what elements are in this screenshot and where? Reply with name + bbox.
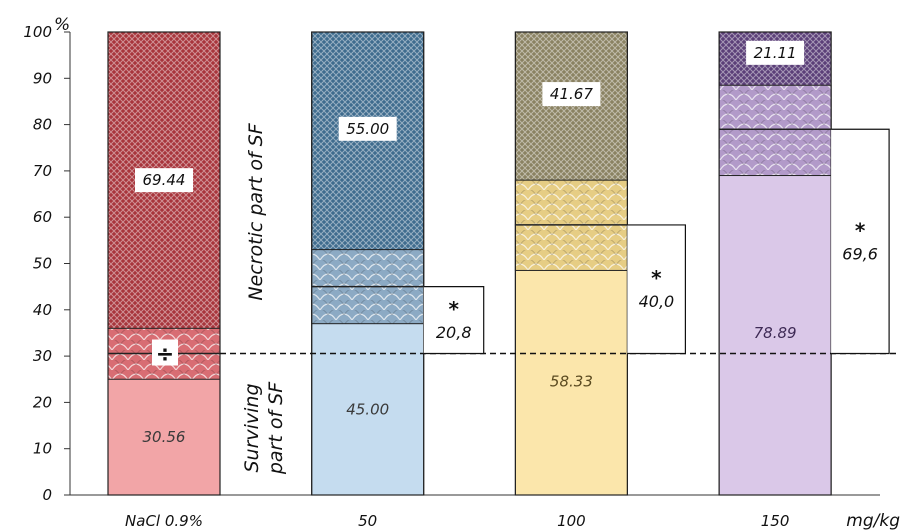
significance-star: * [855,218,866,242]
y-tick-label: 90 [33,69,52,87]
y-tick-label: 40 [33,301,52,319]
surviving-side-label-line1: Surviving [241,383,263,472]
surviving-value-label: 58.33 [550,373,593,391]
x-tick-label: 50 [358,512,377,530]
y-tick-label: 80 [33,116,52,134]
necrotic-value-label: 55.00 [346,120,389,138]
surviving-value-label: 78.89 [754,324,797,342]
necrotic-side-label: Necrotic part of SF [245,122,267,300]
y-tick-label: 60 [33,208,52,226]
necrotic-value-box [542,82,601,107]
y-tick-label: 30 [33,347,52,365]
bar-outline [107,31,221,496]
y-tick-label: 10 [33,440,52,458]
necrotic-value-label: 21.11 [754,44,797,62]
bar-surviving [718,129,832,496]
y-tick-label: 0 [42,486,52,504]
divide-symbol: ÷ [156,343,174,368]
surviving-side-label-line2: part of SF [265,381,287,475]
y-tick-label: 70 [33,162,52,180]
divide-symbol-box [152,339,178,366]
surviving-value-label: 45.00 [346,400,389,418]
y-tick-label: 20 [33,393,52,411]
annotations: ÷ * 20,8 * 40,0 * 69,6 Necrotic part of SF Survi… [152,122,896,475]
increase-bracket [627,224,687,355]
bar-transition-band [718,84,832,177]
necrotic-value-box [746,40,805,65]
necrotic-value-box [135,168,193,193]
necrotic-value-label: 41.67 [550,85,593,103]
increase-bracket [423,286,485,355]
y-unit-label: % [54,15,70,35]
significance-star: * [448,297,459,321]
significance-star: * [651,266,662,290]
x-tick-label: NaCl 0.9% [125,512,203,530]
y-tick-label: 50 [33,255,52,273]
increase-label: 40,0 [639,292,675,311]
y-axis: 0 10 20 30 40 50 60 70 80 90 100 [23,23,880,504]
x-tick-label: 100 [557,512,586,530]
y-tick-label: 100 [23,23,52,41]
necrotic-value-label: 69.44 [143,171,186,189]
bar-necrotic [311,31,425,288]
bar-necrotic [107,31,221,355]
bars: 69.44 30.56 NaCl 0.9% 55.00 45.00 50 41.67 58.3… [107,31,832,530]
increase-label: 20,8 [436,323,472,342]
increase-label: 69,6 [842,244,878,263]
bar-outline [311,31,425,496]
necrotic-value-box [338,116,397,141]
surviving-value-label: 30.56 [143,428,186,446]
x-tick-label: 150 [761,512,790,530]
x-unit-label: mg/kg [846,511,900,531]
increase-bracket [831,128,890,355]
